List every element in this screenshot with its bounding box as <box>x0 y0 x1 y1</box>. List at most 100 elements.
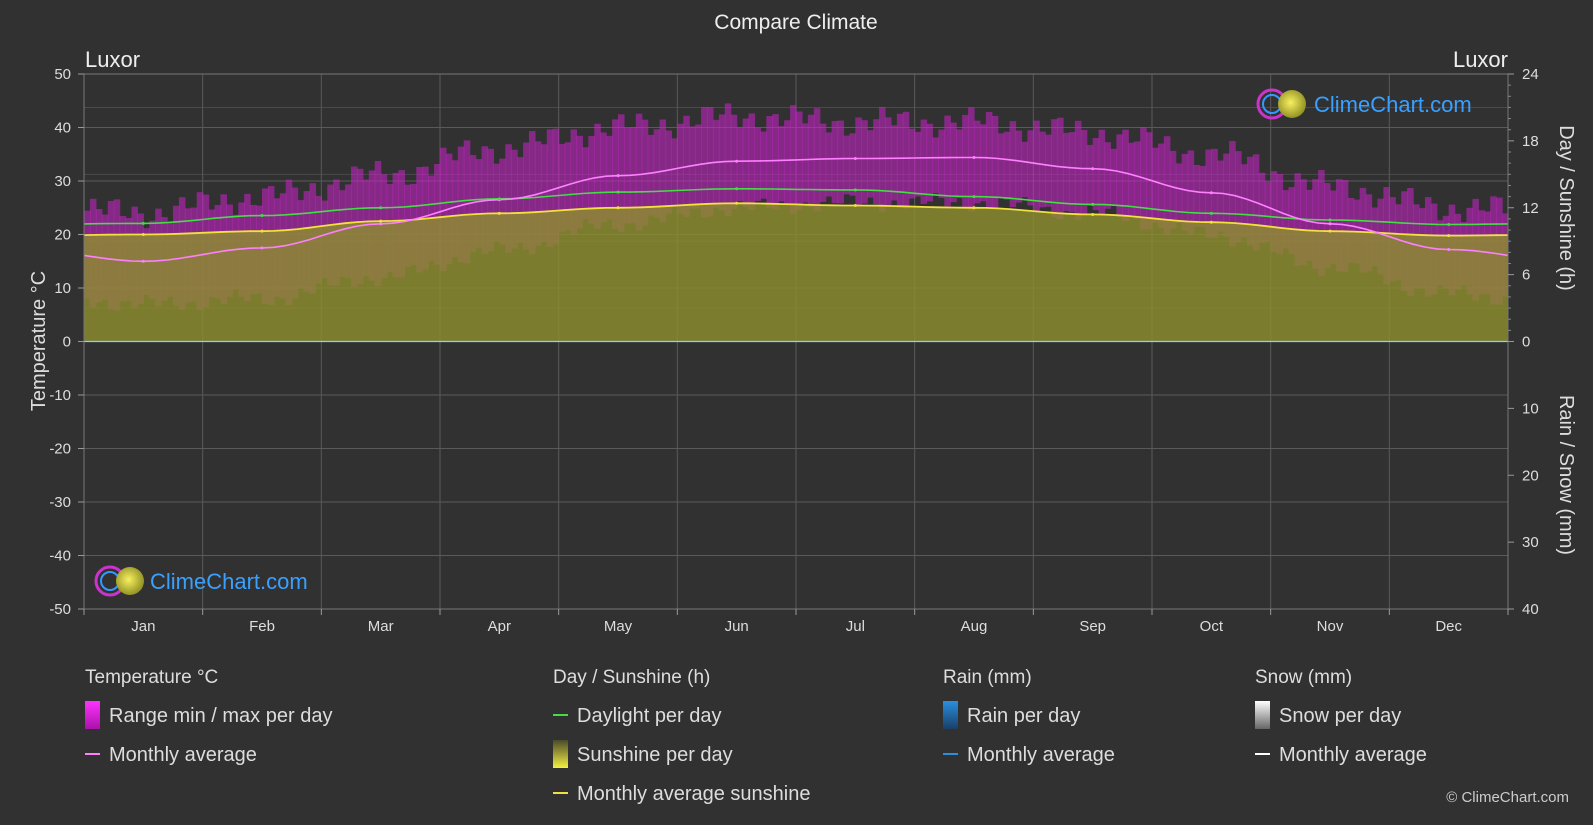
temp-range-bar <box>950 122 957 203</box>
temp-range-bar <box>1341 180 1349 272</box>
daylight-point <box>497 197 501 201</box>
sunshine-avg-point <box>853 204 857 208</box>
temp-range-bar <box>1057 117 1064 220</box>
sunshine-avg-point <box>1091 212 1095 216</box>
temp-range-bar <box>1300 179 1307 265</box>
sunshine-avg-point <box>972 206 976 210</box>
right-bottom-tick-label: 10 <box>1522 400 1539 417</box>
temp-range-bar <box>588 136 595 224</box>
month-tick-label: Nov <box>1317 618 1344 635</box>
daylight-point <box>1328 218 1332 222</box>
legend-range-swatch <box>85 701 100 729</box>
sunshine-avg-point <box>260 229 264 233</box>
temp-range-bar <box>671 138 678 207</box>
temp-range-bar <box>896 113 904 208</box>
temp-range-bar <box>944 115 951 207</box>
left-tick-label: 20 <box>54 227 71 244</box>
temp-range-bar <box>552 128 560 245</box>
temp-range-bar <box>558 143 566 233</box>
sunshine-avg-point <box>497 211 501 215</box>
legend-sun-swatch <box>553 740 568 768</box>
right-top-tick-label: 0 <box>1522 334 1530 351</box>
temp-range-bar <box>985 112 993 210</box>
temp-range-bar <box>582 147 589 219</box>
temp-range-bar <box>885 117 892 206</box>
temp-range-bar <box>742 118 750 207</box>
legend-item-label: Rain per day <box>967 705 1080 727</box>
temp-range-bar <box>831 121 839 204</box>
temp-range-bar <box>1324 183 1331 269</box>
right-bottom-tick-label: 30 <box>1522 534 1539 551</box>
temperature-avg-line <box>84 156 1508 263</box>
right-axis-top-label: Day / Sunshine (h) <box>1555 125 1577 291</box>
left-tick-label: 0 <box>63 334 71 351</box>
temp-range-bar <box>1359 187 1367 273</box>
temperature-avg-point <box>616 174 620 178</box>
temp-range-bar <box>968 107 975 212</box>
right-axis: 24 18 12 6 0 10 20 30 40 <box>1508 66 1539 618</box>
temp-range-bar <box>908 128 916 199</box>
temp-range-bar <box>801 123 809 203</box>
temp-range-bar <box>1258 172 1266 244</box>
daylight-point <box>1091 202 1095 206</box>
location-right: Luxor <box>1453 47 1508 72</box>
temp-range-bar <box>1169 150 1177 229</box>
temp-range-bar <box>677 123 684 214</box>
temp-range-bar <box>653 129 661 218</box>
temp-range-bar <box>926 123 934 202</box>
temp-range-bar <box>772 114 779 209</box>
daylight-point <box>853 188 857 192</box>
temp-range-bar <box>635 113 643 231</box>
temp-range-bar <box>1122 129 1129 221</box>
temp-range-bar <box>1074 120 1082 220</box>
temp-range-bar <box>1229 140 1236 247</box>
temp-range-bar <box>1187 150 1195 235</box>
temp-range-bar <box>1312 179 1319 269</box>
temp-range-bar <box>873 119 880 205</box>
logo-sun-icon <box>116 567 144 595</box>
sunshine-avg-point <box>141 233 145 236</box>
temp-range-bar <box>956 129 963 199</box>
left-tick-label: -10 <box>49 387 71 404</box>
sunshine-avg-point <box>379 219 383 223</box>
temp-range-bar <box>932 137 939 194</box>
temp-range-bar <box>974 120 981 204</box>
temp-range-bar <box>606 135 613 220</box>
temp-range-bar <box>1009 121 1017 208</box>
left-tick-label: -20 <box>49 441 71 458</box>
temp-range-bar <box>997 133 1005 198</box>
temp-range-bar <box>600 132 607 223</box>
legend-group-title: Rain (mm) <box>943 667 1032 688</box>
daylight-point <box>1447 222 1451 226</box>
temp-range-bar <box>1306 189 1313 261</box>
temp-range-bar <box>849 133 856 196</box>
temp-range-bar <box>701 106 708 218</box>
sunshine-avg-point <box>1328 229 1332 233</box>
temp-range-bar <box>451 160 459 257</box>
temp-range-bar <box>1098 129 1106 216</box>
temp-range-bar <box>1128 142 1135 216</box>
temp-range-bar <box>546 129 554 248</box>
temp-range-bar <box>754 127 761 201</box>
sunshine-avg-point <box>616 206 620 210</box>
daylight-point <box>141 221 145 225</box>
temp-range-bar <box>1241 164 1248 238</box>
legend-rain-swatch <box>943 701 958 729</box>
temp-range-bar <box>807 114 815 208</box>
logo-sun-icon <box>1278 90 1306 118</box>
temp-range-bar <box>1282 190 1290 249</box>
temp-range-bar <box>647 134 655 216</box>
left-tick-label: 10 <box>54 280 71 297</box>
temp-range-bar <box>475 159 483 248</box>
temp-range-bar <box>493 163 500 242</box>
daylight-point <box>972 195 976 199</box>
left-tick-label: -50 <box>49 601 71 618</box>
temp-range-bar <box>1086 144 1094 206</box>
temp-range-bar <box>1015 130 1023 203</box>
temp-range-bar <box>902 111 910 209</box>
temp-range-bar <box>1104 142 1112 209</box>
month-tick-label: Dec <box>1435 618 1462 635</box>
chart-title: Compare Climate <box>714 11 877 34</box>
temp-range-bar <box>695 124 702 209</box>
